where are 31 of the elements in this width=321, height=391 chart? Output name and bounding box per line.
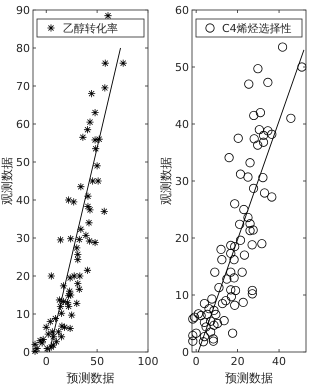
x-tick-label: 20 [230,355,245,368]
x-tick-label: 40 [272,355,286,368]
y-tick-label: 60 [175,4,189,17]
y-tick-label: 30 [175,175,189,188]
y-tick-label: 70 [16,80,30,93]
y-tick-label: 80 [16,42,30,55]
legend: 乙醇转化率 [36,18,144,38]
x-tick-label: 50 [90,355,104,368]
legend-label: C4烯烃选择性 [222,22,292,35]
x-axis-title: 预测数据 [66,371,114,385]
x-tick-label: 100 [138,355,158,368]
y-tick-label: 10 [175,289,189,302]
y-axis-title: 观测数据 [159,157,173,205]
y-tick-label: 90 [16,4,30,17]
x-tick-label: 0 [42,355,50,368]
y-tick-label: 20 [175,232,189,245]
y-tick-label: 20 [16,270,30,283]
x-tick-label: 0 [192,355,200,368]
y-tick-label: 60 [16,118,30,131]
y-tick-label: 40 [16,194,30,207]
legend-label: 乙醇转化率 [63,22,118,35]
x-axis-title: 预测数据 [225,371,273,385]
y-tick-label: 40 [175,118,189,131]
legend: C4烯烃选择性 [196,18,302,38]
y-tick-label: 0 [23,346,30,359]
y-tick-label: 50 [16,156,30,169]
y-tick-label: 10 [16,308,30,321]
y-tick-label: 50 [175,61,189,74]
y-tick-label: 0 [182,346,189,359]
y-tick-label: 30 [16,232,30,245]
y-axis-title: 观测数据 [0,157,14,205]
